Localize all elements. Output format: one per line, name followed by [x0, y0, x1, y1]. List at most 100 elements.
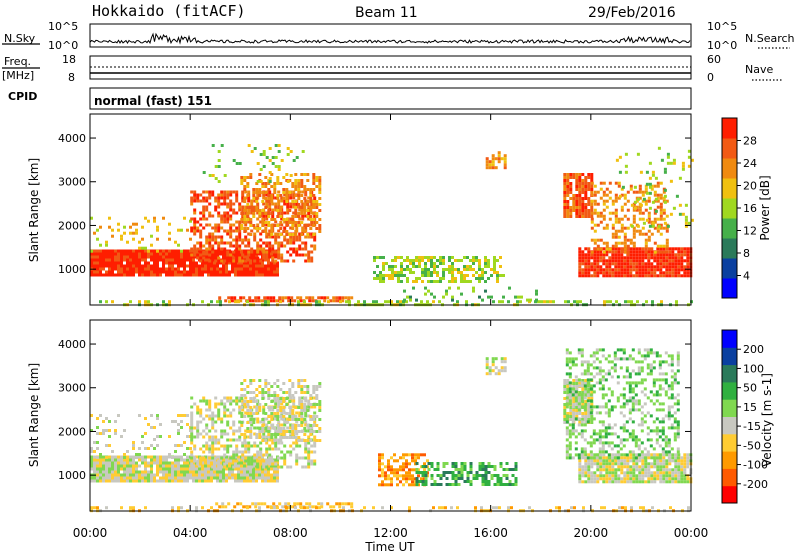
heatmap-cell [448, 259, 451, 262]
heatmap-cell [381, 468, 384, 472]
heatmap-cell [153, 273, 156, 277]
heatmap-cell [466, 274, 469, 277]
heatmap-cell [572, 400, 576, 403]
heatmap-cell [193, 217, 197, 221]
heatmap-cell [292, 241, 296, 245]
heatmap-cell [686, 253, 690, 257]
heatmap-cell [687, 155, 691, 159]
heatmap-cell [656, 268, 660, 272]
heatmap-cell [265, 223, 269, 227]
heatmap-cell [123, 473, 126, 477]
heatmap-cell [415, 468, 419, 471]
heatmap-cell [201, 479, 204, 483]
heatmap-cell [243, 249, 246, 253]
heatmap-cell [234, 300, 237, 304]
heatmap-cell [273, 470, 276, 474]
heatmap-cell [303, 379, 307, 382]
heatmap-cell [252, 397, 256, 400]
heatmap-cell [393, 474, 396, 478]
heatmap-cell [238, 253, 242, 257]
heatmap-cell [219, 270, 222, 274]
heatmap-cell [310, 462, 314, 466]
heatmap-cell [312, 224, 316, 227]
heatmap-cell [259, 180, 263, 183]
heatmap-cell [572, 209, 576, 212]
heatmap-cell [265, 193, 269, 197]
heatmap-cell [120, 506, 123, 510]
heatmap-cell [460, 277, 463, 280]
heatmap-cell [216, 467, 219, 471]
heatmap-cell [644, 202, 648, 206]
heatmap-cell [243, 185, 247, 188]
heatmap-cell [180, 464, 183, 468]
heatmap-cell [117, 252, 120, 256]
heatmap-cell [268, 202, 272, 206]
heatmap-cell [651, 224, 655, 228]
heatmap-cell [196, 459, 200, 463]
heatmap-cell [227, 296, 231, 300]
heatmap-cell [497, 157, 501, 161]
heatmap-cell [226, 190, 230, 194]
heatmap-cell [268, 244, 272, 248]
heatmap-cell [243, 227, 247, 230]
heatmap-cell [252, 479, 255, 483]
heatmap-cell [469, 280, 472, 283]
heatmap-cell [162, 261, 165, 265]
heatmap-cell [500, 369, 504, 373]
heatmap-cell [299, 296, 303, 300]
heatmap-cell [198, 267, 201, 271]
heatmap-cell [584, 459, 588, 463]
heatmap-cell [177, 270, 180, 274]
heatmap-cell [229, 414, 233, 418]
heatmap-cell [514, 483, 518, 486]
heatmap-cell [318, 197, 322, 200]
heatmap-cell [286, 426, 290, 430]
heatmap-cell [220, 202, 224, 206]
heatmap-cell [120, 476, 123, 480]
heatmap-cell [165, 267, 168, 271]
heatmap-cell [280, 441, 284, 445]
heatmap-cell [165, 464, 168, 468]
heatmap-cell [408, 453, 411, 457]
heatmap-cell [168, 461, 171, 465]
heatmap-cell [232, 429, 236, 433]
heatmap-cell [651, 200, 655, 204]
heatmap-cell [491, 166, 495, 170]
heatmap-cell [211, 253, 215, 257]
heatmap-cell [258, 212, 262, 215]
heatmap-cell [593, 259, 597, 263]
heatmap-cell [192, 273, 195, 277]
heatmap-cell [656, 244, 660, 248]
heatmap-cell [653, 265, 657, 269]
heatmap-cell [405, 465, 408, 469]
heatmap-cell [566, 209, 570, 212]
heatmap-cell [615, 158, 619, 162]
heatmap-cell [240, 273, 243, 277]
heatmap-cell [211, 441, 215, 445]
heatmap-cell [190, 405, 194, 409]
nsearch-label: N.Search [745, 32, 795, 45]
heatmap-cell [454, 480, 458, 483]
heatmap-cell [286, 417, 290, 421]
heatmap-cell [240, 388, 244, 391]
heatmap-cell [223, 447, 227, 451]
heatmap-cell [247, 459, 251, 463]
heatmap-cell [645, 300, 648, 304]
heatmap-cell [411, 483, 414, 487]
heatmap-cell [199, 447, 203, 451]
heatmap-cell [572, 397, 576, 400]
heatmap-cell [105, 506, 108, 510]
heatmap-cell [566, 179, 570, 182]
heatmap-cell [111, 270, 114, 274]
heatmap-cell [659, 271, 663, 275]
heatmap-cell [273, 506, 276, 510]
heatmap-cell [510, 506, 513, 510]
heatmap-cell [295, 247, 299, 251]
heatmap-cell [294, 185, 298, 188]
heatmap-cell [569, 206, 573, 209]
heatmap-cell [611, 235, 615, 239]
heatmap-cell [635, 262, 639, 266]
heatmap-cell [205, 423, 209, 427]
heatmap-cell [288, 209, 292, 212]
heatmap-cell [611, 223, 615, 227]
